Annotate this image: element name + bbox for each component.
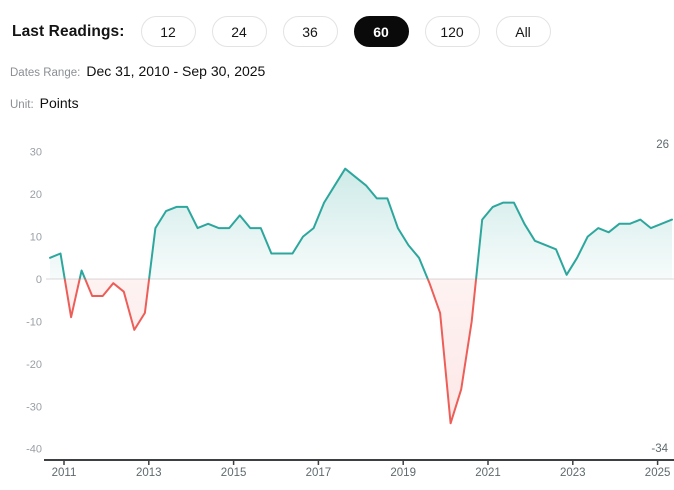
x-tick-label: 2011 bbox=[52, 467, 77, 479]
x-tick-label: 2017 bbox=[306, 467, 332, 479]
reading-option-120[interactable]: 120 bbox=[424, 16, 480, 47]
dates-range-value: Dec 31, 2010 - Sep 30, 2025 bbox=[86, 63, 266, 79]
last-readings-control: Last Readings: 12 24 36 60 120 All bbox=[12, 16, 551, 47]
x-tick-label: 2021 bbox=[475, 467, 501, 479]
unit-row: Unit: Points bbox=[10, 95, 79, 111]
y-tick-label: 0 bbox=[36, 274, 42, 286]
x-tick-label: 2019 bbox=[390, 467, 416, 479]
unit-value: Points bbox=[39, 95, 79, 111]
dates-range-label: Dates Range: bbox=[10, 67, 81, 79]
x-tick-label: 2013 bbox=[136, 467, 162, 479]
y-tick-label: 20 bbox=[30, 189, 42, 201]
reading-option-24[interactable]: 24 bbox=[211, 16, 267, 47]
y-tick-label: -20 bbox=[26, 359, 42, 371]
y-tick-label: 30 bbox=[30, 147, 42, 159]
y-tick-label: -40 bbox=[26, 444, 42, 456]
unit-label: Unit: bbox=[10, 99, 34, 111]
dates-range-row: Dates Range: Dec 31, 2010 - Sep 30, 2025 bbox=[10, 63, 265, 79]
y-tick-label: 10 bbox=[30, 232, 42, 244]
readings-options: 12 24 36 60 120 All bbox=[140, 16, 551, 47]
max-value-annotation: 26 bbox=[656, 139, 669, 151]
reading-option-60[interactable]: 60 bbox=[353, 16, 409, 47]
y-tick-label: -30 bbox=[26, 401, 42, 413]
last-readings-label: Last Readings: bbox=[12, 22, 125, 40]
area-chart: 30 20 10 0 -10 -20 -30 -40 2011 2013 2015 2017 2019 2… bbox=[26, 139, 674, 479]
series-line-positive bbox=[49, 167, 673, 279]
area-fill-positive bbox=[50, 168, 672, 279]
reading-option-12[interactable]: 12 bbox=[140, 16, 196, 47]
x-tick-label: 2023 bbox=[560, 467, 586, 479]
reading-option-all[interactable]: All bbox=[495, 16, 551, 47]
reading-option-36[interactable]: 36 bbox=[282, 16, 338, 47]
x-tick-label: 2015 bbox=[221, 467, 247, 479]
min-value-annotation: -34 bbox=[651, 443, 668, 455]
y-tick-label: -10 bbox=[26, 316, 42, 328]
x-tick-label: 2025 bbox=[645, 467, 671, 479]
